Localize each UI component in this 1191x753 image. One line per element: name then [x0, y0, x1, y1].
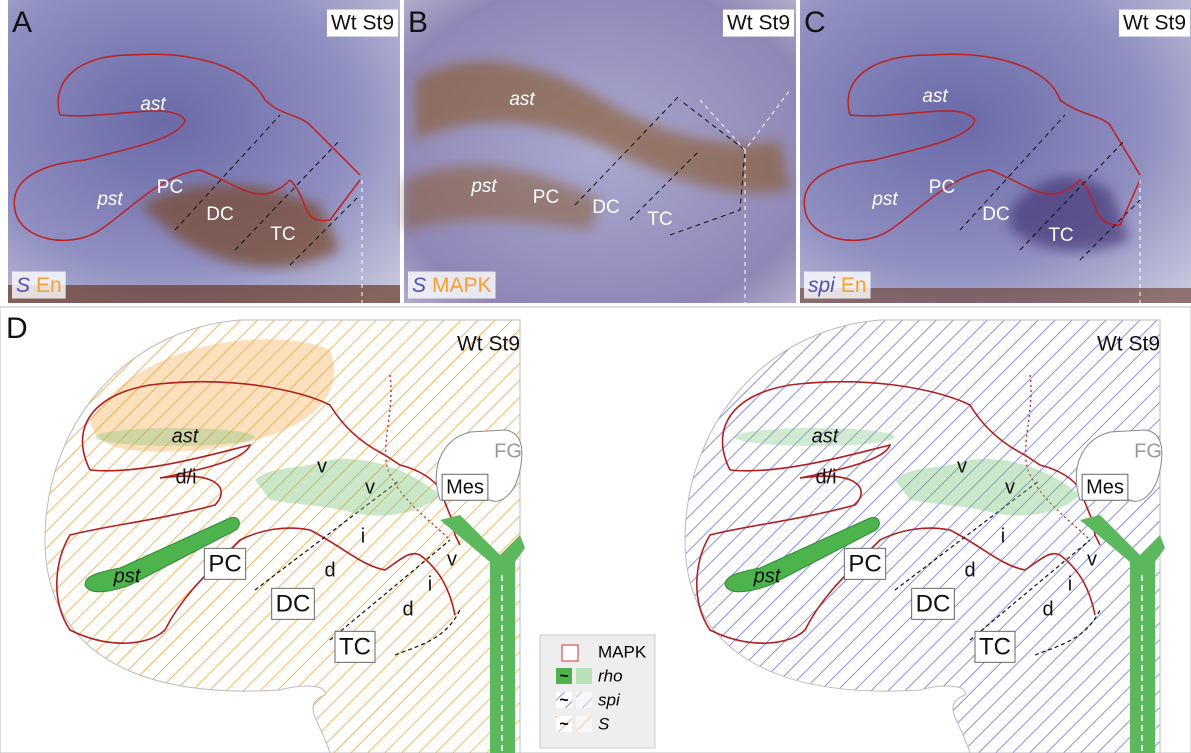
legend-symbol: ~ — [559, 692, 568, 709]
region-label: PC — [929, 177, 955, 198]
region-label: i — [428, 573, 432, 595]
region-label: PC — [208, 550, 241, 577]
region-label: d — [964, 559, 975, 581]
region-label: i — [1001, 525, 1005, 547]
stage-label: Wt St9 — [727, 12, 790, 35]
region-label: v — [1005, 476, 1015, 498]
region-label: d — [1042, 598, 1053, 620]
stain-label: S MAPK — [412, 274, 492, 297]
region-label: d/i — [815, 466, 836, 488]
region-label: d/i — [175, 466, 196, 488]
region-label: d — [324, 559, 335, 581]
region-label: pst — [113, 565, 142, 587]
region-label: i — [361, 525, 365, 547]
region-label: TC — [339, 633, 371, 660]
region-label: v — [957, 455, 967, 477]
region-label: ast — [140, 94, 166, 115]
region-label: DC — [982, 204, 1009, 225]
region-label: pst — [753, 565, 782, 587]
region-label: FG — [1134, 440, 1162, 462]
panel-letter: A — [12, 6, 32, 39]
region-label: DC — [206, 204, 233, 225]
photo-a — [8, 0, 400, 303]
probe: spi — [808, 274, 836, 297]
region-label: DC — [276, 590, 311, 617]
region-label: TC — [270, 224, 295, 245]
region-label: pst — [96, 189, 123, 210]
region-label: PC — [848, 550, 881, 577]
figure: MAPK~rho~spi~S AWt St9SEnastpstPCDCTCBWt… — [0, 0, 1191, 753]
region-label: ast — [172, 425, 200, 447]
photo-c — [800, 0, 1191, 303]
stain: En — [841, 274, 867, 297]
panel-letter: C — [804, 6, 826, 39]
region-label: DC — [916, 590, 951, 617]
region-label: TC — [647, 209, 672, 230]
stage-label: Wt St9 — [331, 12, 394, 35]
photo-b — [404, 0, 796, 303]
legend-symbol: ~ — [559, 716, 568, 733]
region-label: pst — [470, 176, 497, 197]
legend-label: rho — [598, 666, 623, 685]
region-label: ast — [812, 425, 840, 447]
stage-label: Wt St9 — [457, 333, 520, 356]
legend: MAPK ~ rho ~ spi ~ S — [540, 635, 655, 748]
region-label: d — [402, 598, 413, 620]
region-label: v — [447, 548, 457, 570]
legend-symbol: ~ — [559, 668, 568, 685]
region-label: PC — [533, 187, 559, 208]
region-label: TC — [1048, 225, 1073, 246]
region-label: Mes — [446, 476, 484, 498]
panel-letter: B — [408, 6, 428, 39]
region-label: DC — [592, 197, 619, 218]
stage-label: Wt St9 — [1123, 12, 1186, 35]
region-label: ast — [922, 86, 948, 107]
region-label: v — [365, 476, 375, 498]
region-label: Mes — [1086, 476, 1124, 498]
legend-label: spi — [598, 690, 621, 709]
stain-label: S En — [16, 274, 62, 297]
region-label: v — [317, 455, 327, 477]
region-label: v — [1087, 548, 1097, 570]
region-label: pst — [871, 189, 898, 210]
legend-label: MAPK — [598, 642, 647, 661]
stain: En — [36, 274, 62, 297]
stage-label: Wt St9 — [1097, 333, 1160, 356]
region-label: i — [1068, 573, 1072, 595]
panel-letter: D — [6, 312, 28, 345]
probe: S — [16, 274, 30, 297]
probe: S — [412, 274, 426, 297]
region-label: FG — [494, 440, 522, 462]
region-label: ast — [509, 89, 535, 110]
stain: MAPK — [432, 274, 492, 297]
legend-label: S — [598, 714, 610, 733]
region-label: PC — [157, 177, 183, 198]
region-label: TC — [979, 633, 1011, 660]
